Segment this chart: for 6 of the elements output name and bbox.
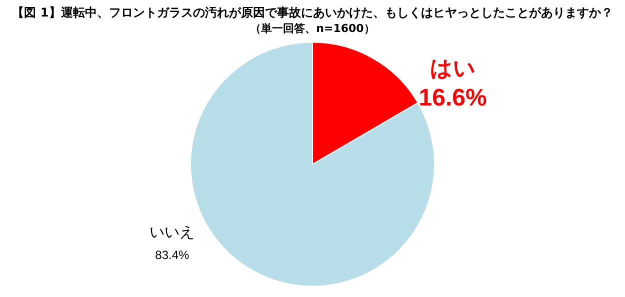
slice-label: はい — [430, 56, 476, 82]
data-label: 83.4% — [155, 248, 190, 262]
slice-label: いいえ — [150, 223, 195, 242]
chart-title: 【図 1】運転中、フロントガラスの汚れが原因で事故にあいかけた、もしくはヒヤっとしたことがありますか？ — [12, 5, 613, 20]
chart-subtitle: （単一回答、n=1600） — [250, 22, 375, 35]
data-label: 16.6% — [418, 84, 487, 112]
